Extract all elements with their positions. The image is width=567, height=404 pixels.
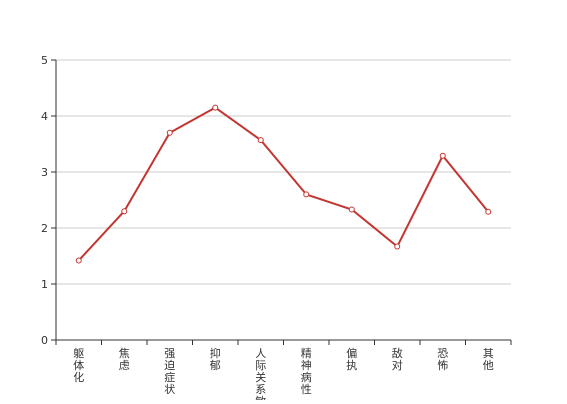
data-point[interactable] bbox=[303, 191, 310, 198]
label-layer: 0 1 2 3 4 5 躯体化 焦虑 强迫症状 抑郁 人际关系敏感 精神病性 偏执 敌对 恐怖 其他 bbox=[41, 54, 494, 404]
x-tick-label: 焦虑 bbox=[119, 347, 130, 372]
y-tick-label: 0 bbox=[41, 334, 48, 347]
x-tick-label: 强迫症状 bbox=[164, 347, 175, 396]
grid-layer bbox=[56, 59, 511, 285]
data-point[interactable] bbox=[75, 257, 82, 264]
y-tick-label: 3 bbox=[41, 166, 48, 179]
data-point[interactable] bbox=[121, 208, 128, 215]
data-point[interactable] bbox=[348, 206, 355, 213]
data-point[interactable] bbox=[394, 243, 401, 250]
data-point[interactable] bbox=[212, 104, 219, 111]
series-line bbox=[78, 106, 490, 262]
y-tick-label: 4 bbox=[41, 110, 48, 123]
data-point[interactable] bbox=[439, 152, 446, 159]
x-tick-label: 恐怖 bbox=[437, 347, 448, 372]
x-tick-label: 人际关系敏感 bbox=[255, 347, 266, 400]
axis-layer bbox=[51, 59, 512, 345]
data-point[interactable] bbox=[485, 208, 492, 215]
data-point[interactable] bbox=[257, 137, 264, 144]
x-tick-label: 躯体化 bbox=[73, 347, 84, 384]
y-tick-label: 1 bbox=[41, 278, 48, 291]
x-tick-label: 偏执 bbox=[346, 346, 357, 372]
x-tick-label: 精神病性 bbox=[301, 347, 312, 396]
y-tick-label: 2 bbox=[41, 222, 48, 235]
data-point[interactable] bbox=[166, 129, 173, 136]
x-tick-label: 其他 bbox=[483, 347, 494, 372]
x-tick-label: 抑郁 bbox=[210, 346, 221, 372]
series-layer bbox=[75, 104, 492, 264]
y-tick-label: 5 bbox=[41, 54, 48, 67]
x-tick-label: 敌对 bbox=[392, 346, 403, 372]
